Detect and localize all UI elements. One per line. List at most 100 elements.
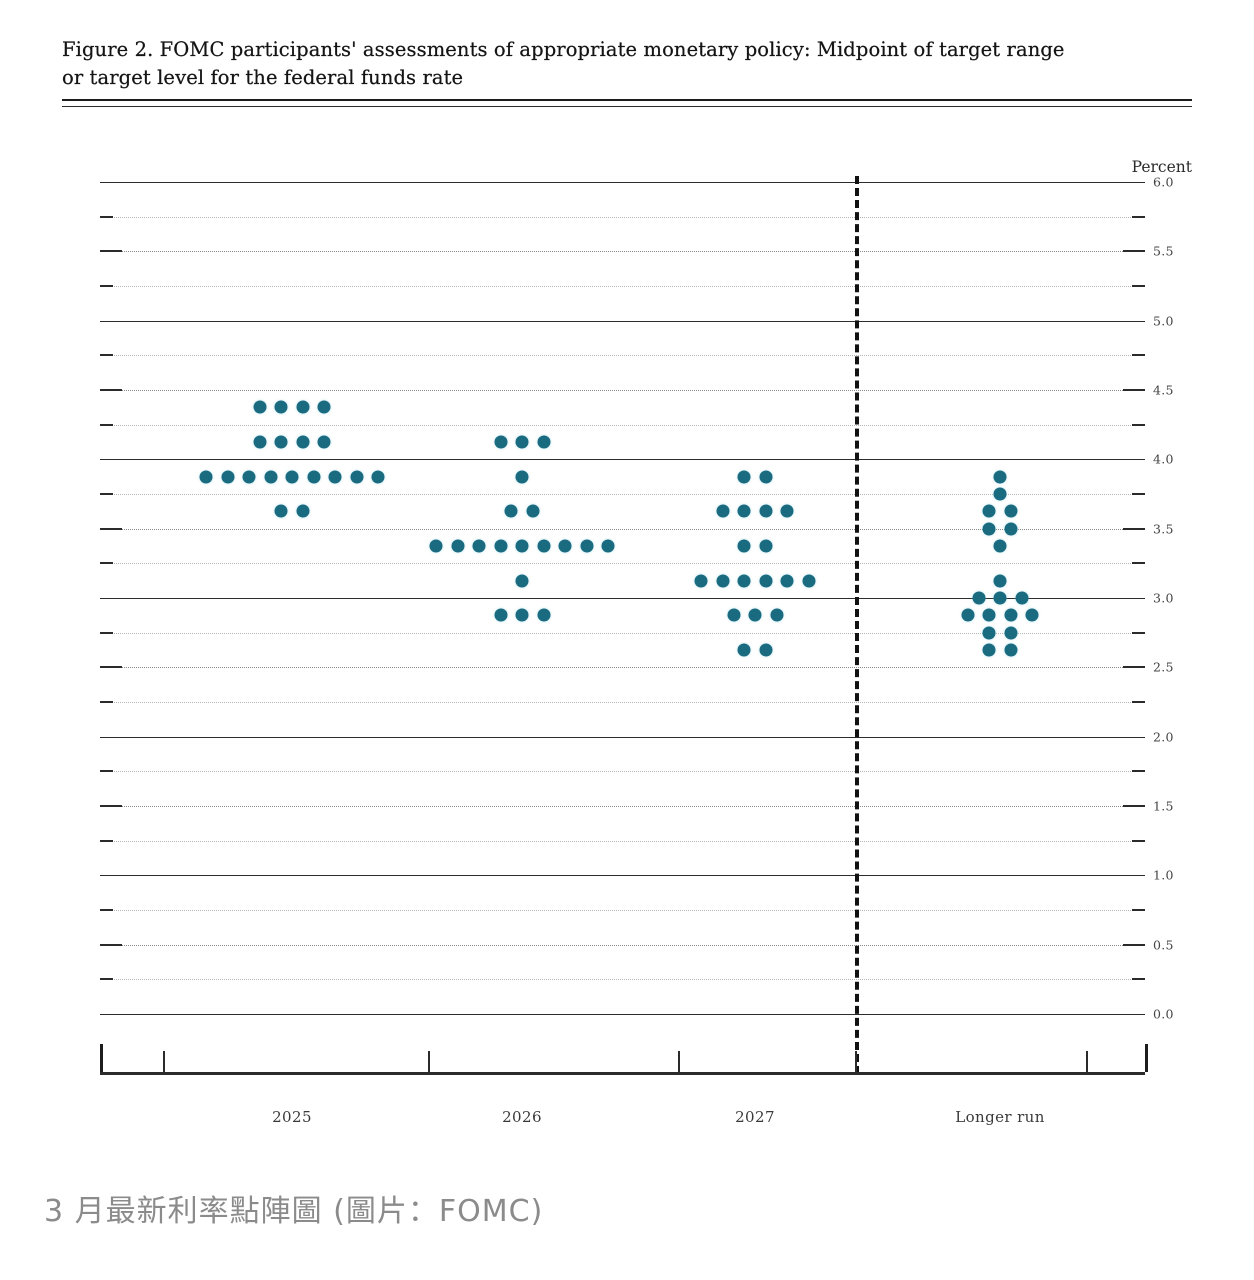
dot-marker bbox=[580, 539, 593, 553]
x-axis-tick bbox=[1145, 1044, 1148, 1072]
gridline-segment bbox=[100, 944, 1145, 946]
gridline-segment bbox=[100, 632, 1145, 634]
dot-marker bbox=[993, 487, 1007, 501]
gridline-segment bbox=[100, 494, 1145, 495]
gridline-end-cap-right bbox=[1132, 493, 1145, 495]
gridline-segment bbox=[100, 182, 1145, 183]
figure-title-block: Figure 2. FOMC participants' assessments… bbox=[62, 36, 1192, 92]
gridline-end-cap-right bbox=[1132, 215, 1145, 218]
y-axis-tick-label: 1.5 bbox=[1153, 798, 1174, 814]
dot-marker bbox=[558, 539, 572, 553]
y-axis-tick-label: 2.5 bbox=[1153, 659, 1174, 675]
gridline-segment bbox=[100, 771, 1145, 773]
y-axis-tick-label: 2.0 bbox=[1153, 729, 1174, 745]
gridline-segment bbox=[100, 563, 1145, 565]
figure-title-line-1: Figure 2. FOMC participants' assessments… bbox=[62, 38, 1065, 61]
y-axis-tick-label: 5.5 bbox=[1153, 243, 1174, 259]
gridline-segment bbox=[100, 390, 1145, 391]
gridline-segment bbox=[100, 910, 1145, 911]
dot-marker bbox=[982, 626, 996, 640]
gridline-end-cap-left bbox=[100, 562, 113, 565]
dot-marker bbox=[537, 539, 550, 553]
x-axis-tick bbox=[428, 1051, 430, 1072]
dot-marker bbox=[993, 591, 1007, 605]
gridline-segment bbox=[100, 1014, 1145, 1015]
dot-marker bbox=[1004, 608, 1018, 622]
dot-marker bbox=[982, 522, 996, 536]
dot-marker bbox=[515, 539, 529, 553]
dot-marker bbox=[515, 608, 529, 622]
x-axis-tick bbox=[100, 1044, 103, 1072]
y-axis-tick-label: 3.5 bbox=[1153, 521, 1174, 537]
dot-marker bbox=[264, 470, 277, 484]
gridline-end-cap-right bbox=[1123, 389, 1145, 391]
dot-marker bbox=[694, 574, 708, 588]
dot-marker bbox=[737, 574, 751, 588]
x-axis-label-2027: 2027 bbox=[735, 1108, 775, 1126]
gridline-end-cap-left bbox=[100, 250, 122, 253]
gridline-segment bbox=[100, 598, 1145, 599]
dot-marker bbox=[716, 574, 730, 588]
gridline-end-cap-left bbox=[100, 805, 122, 807]
longer-run-divider bbox=[855, 176, 859, 1074]
y-axis-tick-label: 0.5 bbox=[1153, 937, 1174, 953]
dot-marker bbox=[307, 470, 320, 484]
dot-marker bbox=[759, 539, 773, 553]
y-axis-tick-label: 6.0 bbox=[1153, 174, 1174, 190]
dot-marker bbox=[1025, 608, 1039, 622]
gridline-end-cap-left bbox=[100, 215, 113, 218]
gridline-end-cap-left bbox=[100, 978, 113, 981]
gridline-end-cap-left bbox=[100, 701, 113, 703]
gridline-segment bbox=[100, 979, 1145, 981]
dot-marker bbox=[221, 470, 234, 484]
dot-marker bbox=[780, 504, 794, 518]
x-axis-tick bbox=[678, 1051, 680, 1072]
gridline-end-cap-left bbox=[100, 943, 122, 946]
percent-axis-label: Percent bbox=[1131, 158, 1192, 176]
dot-marker bbox=[601, 539, 615, 553]
dot-marker bbox=[253, 435, 267, 449]
gridline-end-cap-right bbox=[1132, 562, 1145, 565]
dot-marker bbox=[253, 400, 267, 414]
gridline-segment bbox=[100, 875, 1145, 877]
dot-marker bbox=[296, 504, 310, 518]
dot-marker bbox=[1015, 591, 1028, 605]
dot-marker bbox=[727, 608, 740, 622]
gridline-end-cap-right bbox=[1132, 285, 1145, 287]
dot-marker bbox=[737, 504, 751, 518]
gridline-end-cap-left bbox=[100, 666, 122, 669]
dot-marker bbox=[472, 539, 486, 553]
dot-marker bbox=[242, 470, 256, 484]
gridline-segment bbox=[100, 806, 1145, 807]
dot-marker bbox=[429, 539, 443, 553]
gridline-end-cap-right bbox=[1132, 354, 1145, 357]
dot-marker bbox=[972, 591, 985, 605]
gridline-end-cap-left bbox=[100, 423, 113, 426]
x-axis-label-2026: 2026 bbox=[502, 1108, 542, 1126]
dot-marker bbox=[274, 504, 288, 518]
dot-marker bbox=[515, 435, 529, 449]
y-axis-tick-label: 4.0 bbox=[1153, 451, 1174, 467]
dot-marker bbox=[982, 608, 996, 622]
gridline-end-cap-right bbox=[1132, 701, 1145, 703]
dot-marker bbox=[759, 504, 773, 518]
dot-marker bbox=[494, 435, 507, 449]
dot-marker bbox=[328, 470, 342, 484]
dot-marker bbox=[748, 608, 762, 622]
dot-marker bbox=[199, 470, 213, 484]
dot-marker bbox=[982, 643, 996, 657]
gridline-end-cap-left bbox=[100, 354, 113, 357]
dot-marker bbox=[371, 470, 385, 484]
gridline-segment bbox=[100, 840, 1145, 842]
gridline-end-cap-right bbox=[1123, 805, 1145, 807]
figure-title-line-2: or target level for the federal funds ra… bbox=[62, 66, 464, 89]
gridline-end-cap-right bbox=[1132, 978, 1145, 981]
dot-plot: Percent 0.0 0.5 1.0 1.5 2.0 2.5 3.0 3.5 4.0 4.5 5.… bbox=[100, 158, 1192, 1126]
dot-marker bbox=[737, 539, 751, 553]
dot-marker bbox=[961, 608, 975, 622]
dot-marker bbox=[494, 608, 507, 622]
dot-marker bbox=[451, 539, 464, 553]
gridline-segment bbox=[100, 355, 1145, 357]
gridline-end-cap-right bbox=[1132, 909, 1145, 911]
